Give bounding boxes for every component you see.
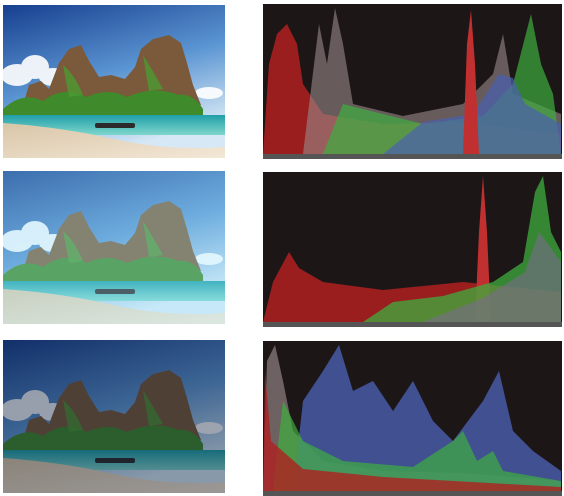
photo-bright [1,171,225,324]
darkness-overlay [3,340,225,493]
blue-channel [423,232,561,322]
green-channel [273,401,561,491]
photo [1,5,225,158]
red-peak [463,10,479,154]
histogram-base [263,322,562,327]
blue-channel [383,74,561,154]
photo-original [1,5,225,158]
histogram-dark [263,341,562,496]
brightness-overlay [3,171,225,324]
photo-dark [1,340,225,493]
histogram-base [263,154,562,159]
histogram-bright [263,172,562,327]
red-channel [263,371,561,491]
histogram-original [263,4,562,159]
histogram-base [263,491,562,496]
